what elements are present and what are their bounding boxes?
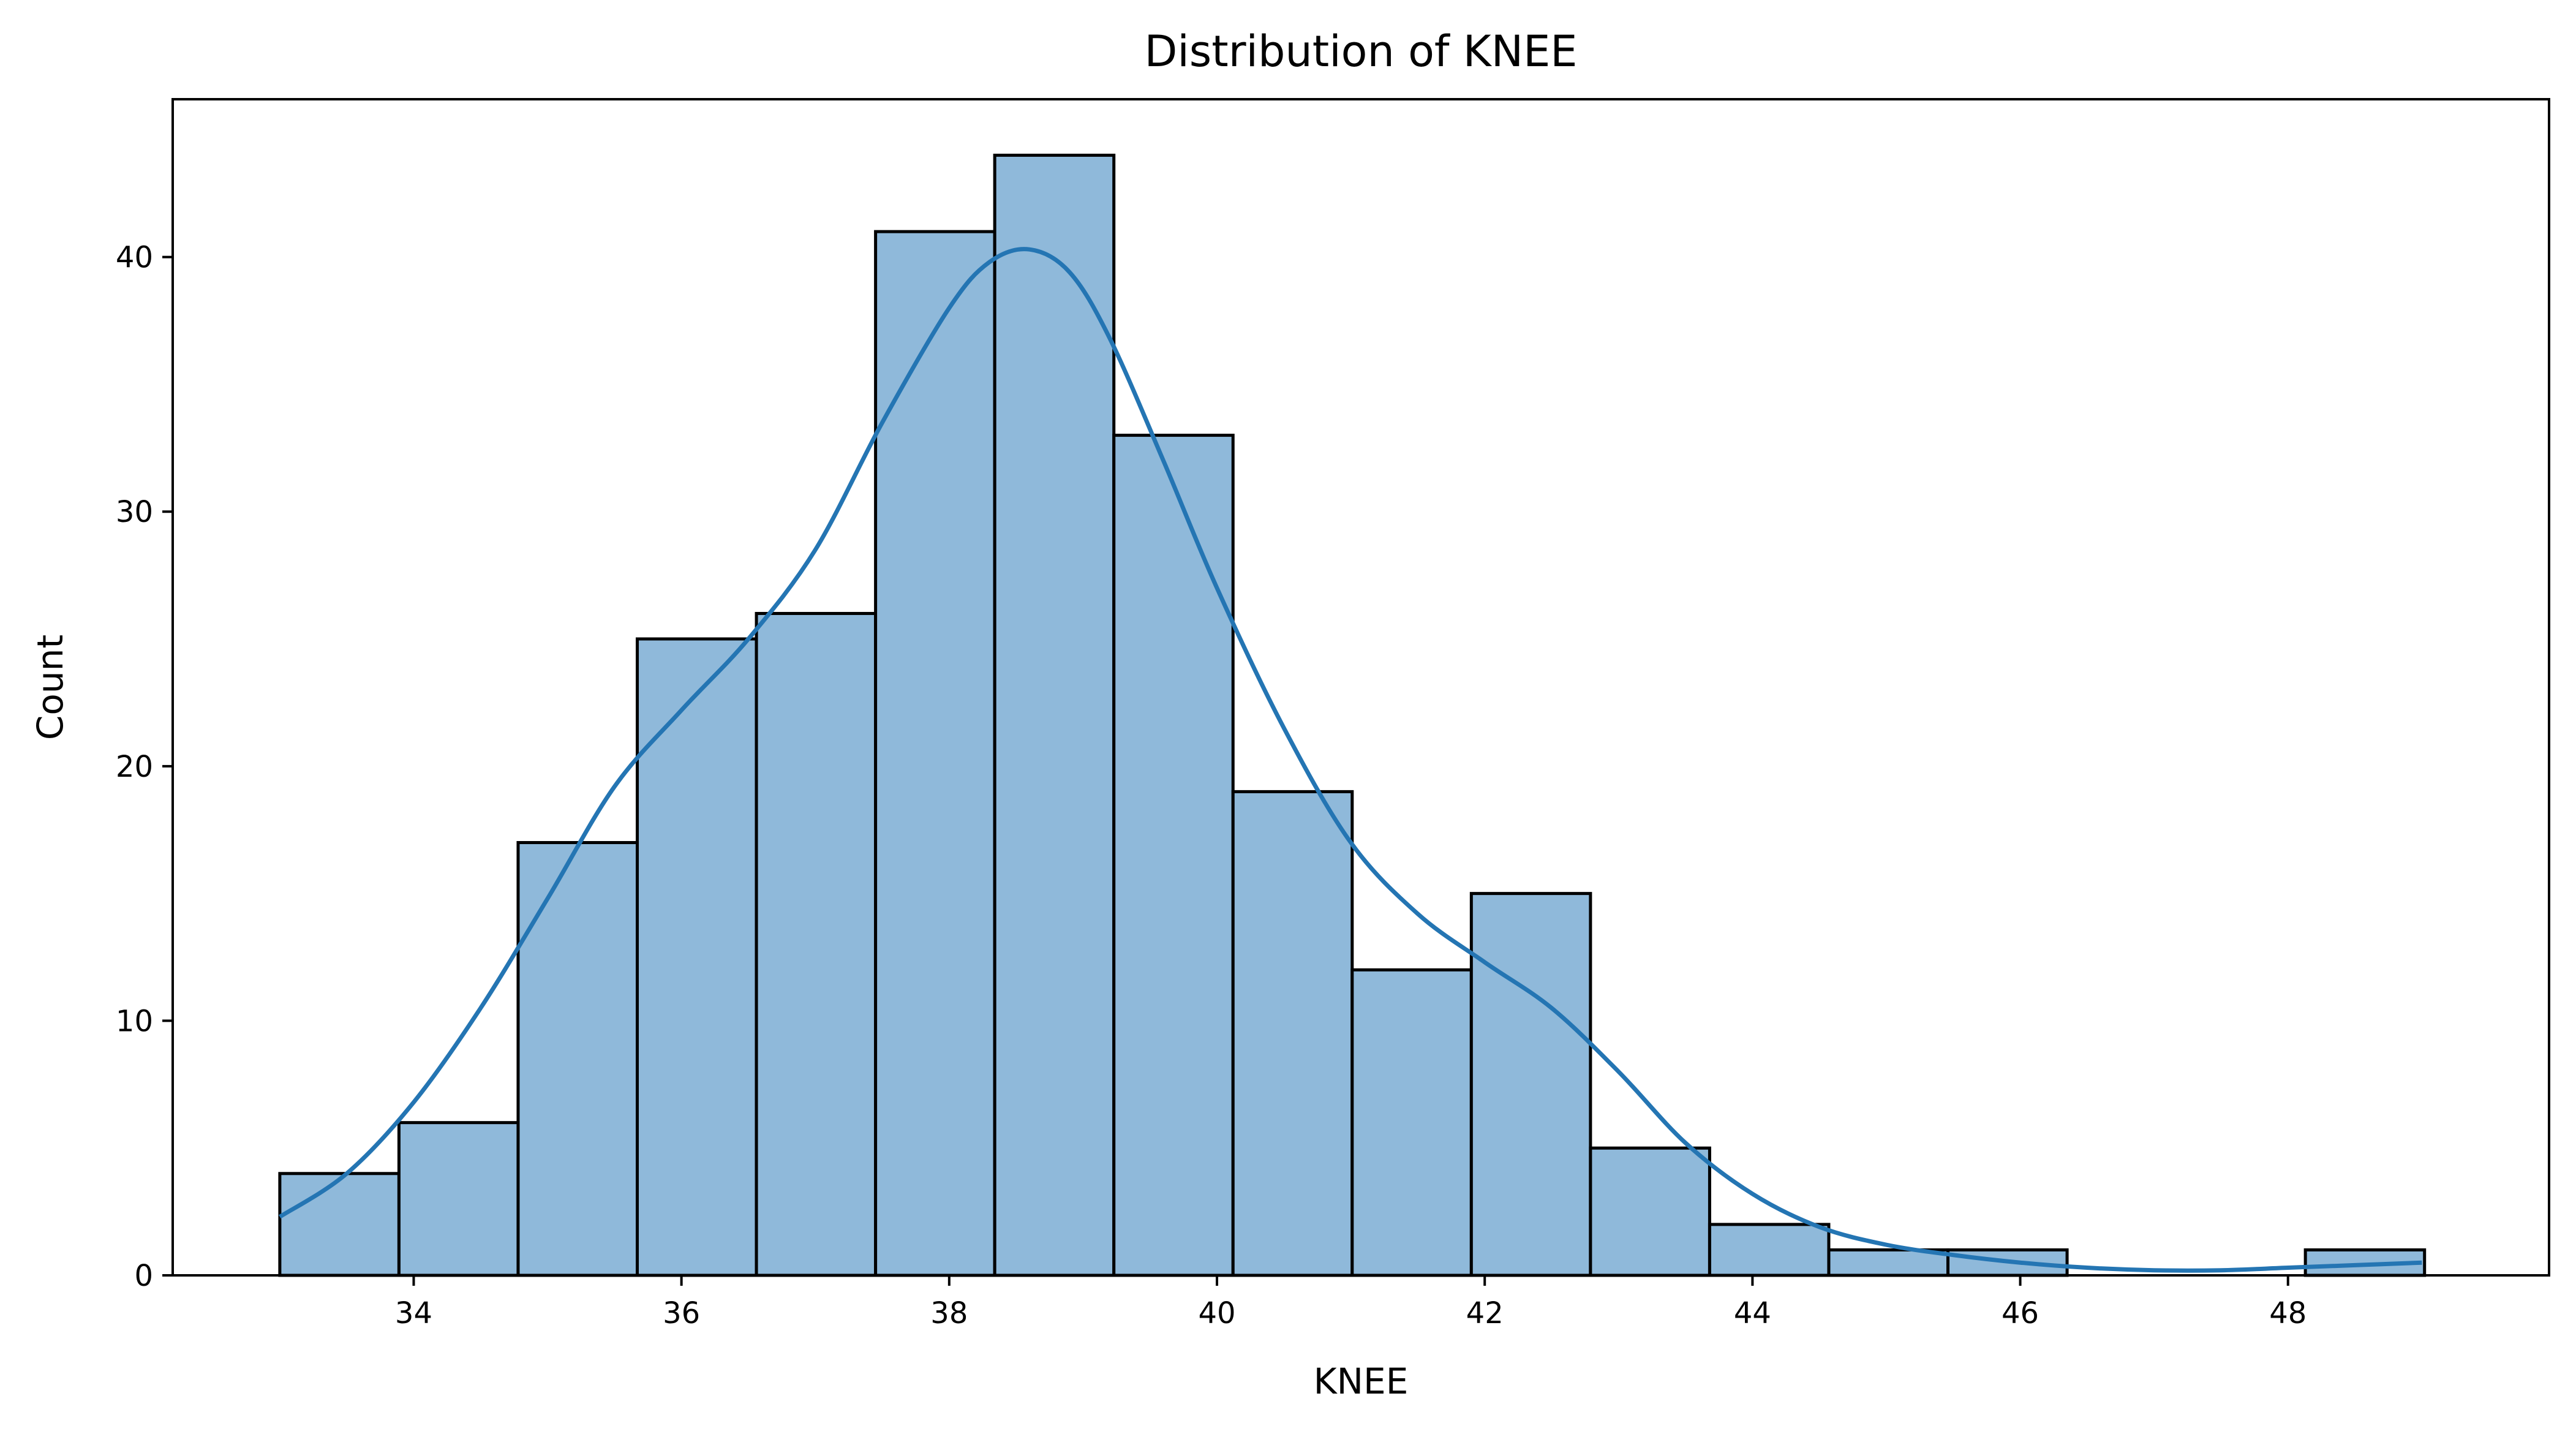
x-tick-label: 42 xyxy=(1466,1296,1504,1330)
x-axis: 34 36 38 40 42 44 46 48 xyxy=(395,1275,2307,1330)
histogram-bar xyxy=(755,611,878,1277)
x-tick-label: 36 xyxy=(663,1296,700,1330)
histogram-bar xyxy=(993,153,1116,1277)
y-tick-label: 20 xyxy=(116,750,153,784)
histogram-bar xyxy=(874,230,996,1277)
histogram-bar xyxy=(278,1172,401,1277)
y-tick-label: 10 xyxy=(116,1004,153,1038)
histogram-bar xyxy=(1231,790,1354,1277)
y-axis-label: Count xyxy=(29,635,71,740)
histogram-bar xyxy=(1112,434,1235,1277)
histogram-bar xyxy=(1469,892,1592,1277)
y-tick-label: 30 xyxy=(116,495,153,529)
chart-title: Distribution of KNEE xyxy=(1144,26,1577,77)
x-tick-label: 48 xyxy=(2269,1296,2307,1330)
y-axis: 0 10 20 30 40 xyxy=(116,241,173,1293)
histogram-bar xyxy=(1589,1146,1711,1277)
plot-frame xyxy=(171,98,2550,1277)
x-tick-label: 40 xyxy=(1198,1296,1235,1330)
histogram-bar xyxy=(397,1121,520,1277)
x-tick-label: 38 xyxy=(930,1296,968,1330)
histogram-bar xyxy=(1350,968,1473,1277)
histogram-bar xyxy=(516,841,639,1277)
x-axis-label: KNEE xyxy=(1314,1360,1409,1402)
bars-group xyxy=(278,153,2427,1277)
x-tick-label: 34 xyxy=(395,1296,432,1330)
y-tick-label: 40 xyxy=(116,241,153,275)
x-tick-label: 44 xyxy=(1734,1296,1771,1330)
histogram-bar xyxy=(1708,1223,1831,1277)
y-tick-label: 0 xyxy=(134,1259,153,1293)
histogram-bar xyxy=(636,637,758,1277)
kde-curve xyxy=(278,247,2422,1273)
x-tick-label: 46 xyxy=(2002,1296,2039,1330)
